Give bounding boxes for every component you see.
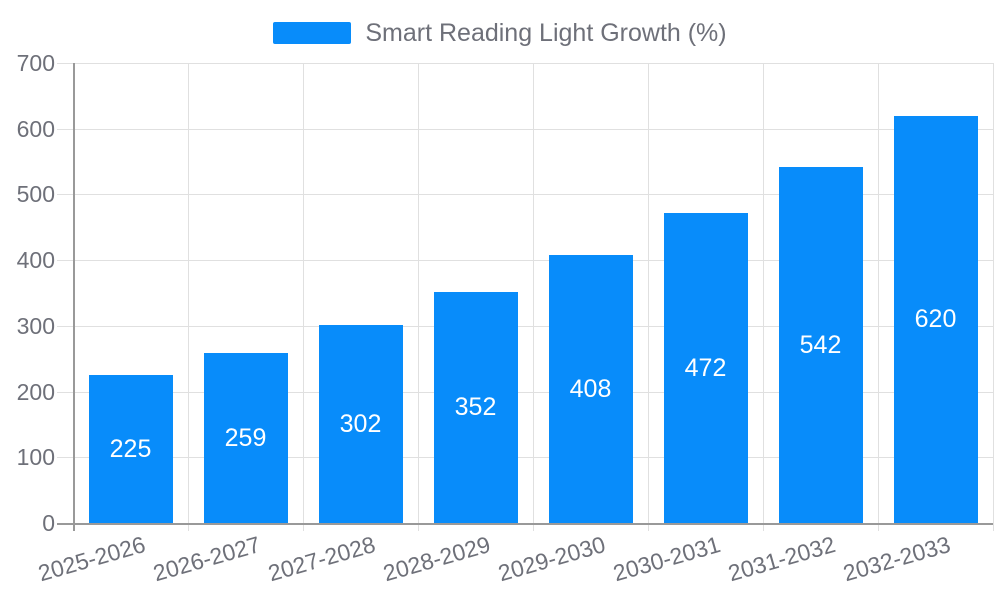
gridline-horizontal [57,260,993,262]
x-axis-tick [303,523,304,531]
y-axis-tick-label: 500 [16,181,55,208]
gridline-horizontal [57,391,993,393]
gridline-vertical [533,63,534,523]
y-axis-line [73,63,75,531]
gridline-horizontal [57,325,993,327]
gridline-vertical [648,63,649,523]
bar-2026-2027[interactable] [203,352,288,523]
x-axis-tick [878,523,879,531]
x-axis-tick [648,523,649,531]
bar-2029-2030[interactable] [548,254,633,523]
x-axis-tick [533,523,534,531]
y-axis-tick-label: 400 [16,247,55,274]
x-axis-tick [993,523,994,531]
gridline-horizontal [57,194,993,196]
gridline-horizontal [57,457,993,459]
bar-2025-2026[interactable] [88,375,173,523]
x-axis-tick [763,523,764,531]
y-axis-tick-label: 0 [42,510,55,536]
bar-2030-2031[interactable] [663,212,748,523]
gridline-vertical [303,63,304,523]
bar-2027-2028[interactable] [318,324,403,523]
y-axis-tick-label: 700 [16,50,55,76]
legend-swatch [273,22,352,44]
x-axis-line [57,523,993,525]
x-axis-tick [188,523,189,531]
y-axis-tick-label: 200 [16,378,55,405]
x-axis-tick [418,523,419,531]
bar-2028-2029[interactable] [433,291,518,523]
bar-2032-2033[interactable] [893,115,978,523]
legend-label: Smart Reading Light Growth (%) [365,19,727,47]
y-axis-tick-label: 300 [16,312,55,339]
gridline-horizontal [57,128,993,130]
gridline-vertical [878,63,879,523]
y-axis-tick-label: 600 [16,115,55,142]
gridline-horizontal [57,63,993,64]
legend-item[interactable]: Smart Reading Light Growth (%) [0,19,1000,47]
y-axis-tick-label: 100 [16,444,55,471]
bar-2031-2032[interactable] [778,166,863,523]
gridline-vertical [763,63,764,523]
gridline-vertical [418,63,419,523]
gridline-vertical [993,63,994,523]
gridline-vertical [188,63,189,523]
